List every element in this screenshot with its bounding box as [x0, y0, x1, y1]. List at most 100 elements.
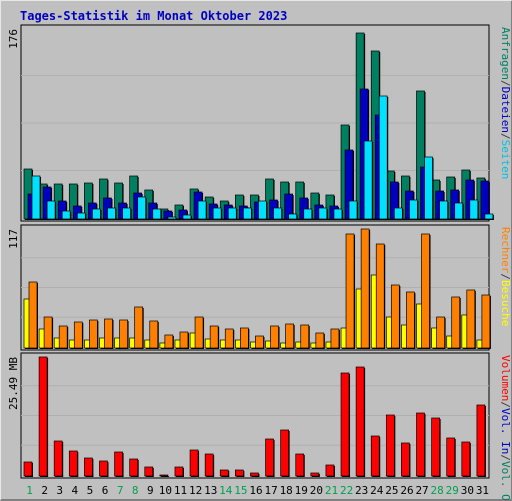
x-tick-label: 20: [310, 484, 323, 497]
bar-rechner-day-6: [104, 318, 113, 349]
bar-volumen-day-20: [310, 472, 320, 477]
panel-2: 117 Rechner/Besuche: [7, 224, 512, 351]
legend-entry: /: [499, 401, 512, 408]
bar-rechner-day-26: [406, 291, 415, 349]
bar-rechner-day-14: [224, 328, 234, 349]
bar-seiten-day-13: [212, 207, 222, 220]
bar-seiten-day-25: [393, 207, 403, 220]
x-tick-label: 7: [117, 484, 124, 497]
bar-volumen-day-2: [38, 356, 48, 477]
panel-3: 25.49 MB Volumen/Vol. In/Vol. Out: [7, 352, 512, 500]
bar-seiten-day-19: [303, 208, 313, 220]
bar-rechner-day-22: [345, 233, 355, 349]
bar-volumen-day-17: [265, 438, 274, 477]
bar-volumen-day-3: [53, 440, 63, 477]
bar-rechner-day-24: [375, 243, 385, 349]
x-tick-label: 24: [370, 484, 384, 497]
bar-volumen-day-15: [235, 469, 244, 477]
bar-volumen-day-28: [431, 417, 440, 477]
bar-rechner-day-30: [466, 289, 476, 349]
bar-rechner-day-19: [300, 324, 310, 349]
bar-volumen-day-6: [99, 460, 108, 477]
x-axis-labels: 1 2 3 4 5 6 7 8 9 10 11 12 13 14 15 16 17 18 19 20 21 22 23 24 2…: [26, 484, 489, 497]
x-tick-label: 29: [446, 484, 459, 497]
bar-seiten-day-22: [348, 200, 358, 220]
bar-rechner-day-28: [436, 316, 445, 349]
bar-rechner-day-11: [179, 331, 189, 349]
bar-seiten-day-24: [378, 95, 388, 220]
bar-seiten-day-17: [273, 207, 282, 220]
bar-volumen-day-9: [144, 466, 154, 477]
legend-entry: /: [499, 273, 512, 280]
bar-seiten-day-7: [122, 207, 131, 220]
bar-rechner-day-3: [58, 325, 68, 349]
bar-rechner-day-27: [421, 233, 430, 349]
bar-rechner-day-15: [240, 327, 249, 349]
bar-rechner-day-17: [270, 325, 279, 349]
x-tick-label: 1: [26, 484, 33, 497]
x-tick-label: 10: [159, 484, 172, 497]
bar-volumen-day-16: [250, 472, 259, 477]
legend-entry: /: [499, 133, 512, 140]
x-tick-label: 5: [87, 484, 94, 497]
bar-volumen-day-22: [340, 372, 350, 477]
legend-entry: /: [499, 454, 512, 461]
bar-seiten-day-2: [46, 200, 56, 220]
bar-volumen-day-11: [174, 466, 184, 477]
bar-volumen-day-1: [23, 461, 33, 477]
bar-volumen-day-24: [370, 435, 380, 477]
x-tick-label: 11: [174, 484, 187, 497]
bar-seiten-day-6: [107, 207, 116, 220]
bar-volumen-day-30: [461, 441, 471, 477]
y-axis-max-label: 117: [7, 229, 20, 249]
bar-seiten-day-20: [318, 207, 328, 220]
bar-seiten-day-12: [197, 200, 207, 220]
bar-dateien-day-31: [480, 180, 490, 220]
legend-entry: Vol. Out: [499, 461, 512, 500]
bar-seiten-day-28: [439, 200, 448, 220]
bar-volumen-day-23: [355, 366, 365, 477]
bar-rechner-day-1: [28, 281, 38, 349]
bar-volumen-day-26: [401, 442, 410, 477]
legend-entry: /: [499, 80, 512, 87]
x-tick-label: 31: [476, 484, 489, 497]
bar-volumen-day-14: [219, 469, 229, 477]
panel-1: 176 Anfragen/Dateien/Seiten: [7, 24, 512, 222]
bar-rechner-day-2: [43, 316, 53, 349]
legend-entry: Dateien: [499, 87, 512, 133]
bar-rechner-day-20: [315, 332, 325, 349]
bar-seiten-day-16: [258, 200, 267, 220]
x-tick-label: 21: [325, 484, 338, 497]
x-tick-label: 25: [385, 484, 398, 497]
y-axis-max-label: 25.49 MB: [7, 357, 20, 410]
bar-seiten-day-5: [92, 208, 101, 220]
bar-seiten-day-9: [152, 208, 162, 220]
chart-title: Tages-Statistik im Monat Oktober 2023: [20, 9, 287, 23]
panel-legend: Rechner/Besuche: [499, 227, 512, 326]
bar-rechner-day-25: [390, 284, 400, 349]
x-tick-label: 9: [147, 484, 154, 497]
bar-seiten-day-18: [288, 213, 297, 220]
x-tick-label: 30: [461, 484, 474, 497]
x-tick-label: 23: [355, 484, 368, 497]
bar-rechner-day-12: [194, 316, 204, 349]
bar-seiten-day-27: [424, 156, 433, 220]
bar-rechner-day-10: [164, 334, 174, 349]
bar-volumen-day-21: [325, 464, 335, 477]
legend-entry: Anfragen: [499, 27, 512, 80]
x-tick-label: 18: [280, 484, 293, 497]
bar-rechner-day-18: [285, 323, 294, 349]
bar-seiten-day-11: [182, 214, 192, 220]
x-tick-label: 3: [56, 484, 63, 497]
bar-rechner-day-9: [149, 320, 159, 349]
bar-volumen-day-29: [446, 437, 456, 477]
bar-rechner-day-4: [73, 321, 83, 349]
x-tick-label: 15: [234, 484, 247, 497]
bar-seiten-day-1: [31, 175, 41, 220]
bar-seiten-day-30: [469, 199, 479, 220]
bar-seiten-day-15: [243, 207, 252, 220]
bar-volumen-day-18: [280, 429, 289, 477]
x-tick-label: 27: [415, 484, 428, 497]
